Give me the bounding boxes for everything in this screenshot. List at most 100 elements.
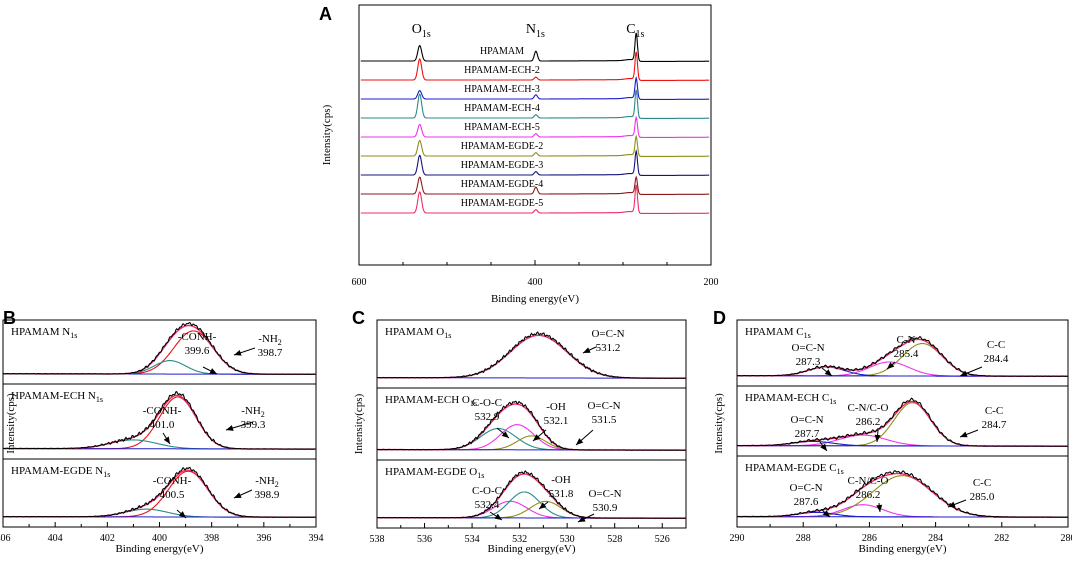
panel-c-sub1-annotation-2-label: O=C-N [587,400,620,412]
survey-line-hpamam-egde-2 [360,134,710,157]
panel-c-sub0-annotation-0-arrow-head [583,347,591,353]
panel-a-xtick-label-0: 600 [352,277,367,288]
panel-d-sub2-annotation-2-label: C-C [973,477,991,489]
panel-b-ylabel: Intensity(cps) [5,393,17,454]
panel-d-sub0-annotation-2-value: 284.4 [984,353,1009,365]
panel-a-ylabel: Intensity(cps) [321,104,333,165]
panel-b-sub1-annotation-0-arrow-head [163,436,170,444]
panel-b-sub0-component-1 [3,360,316,375]
panel-b-xlabel: Binding energy(eV) [115,543,203,555]
panel-b-sub2-component-1 [3,508,316,518]
panel-c-sub2-component-0 [377,500,686,519]
panel-d-ylabel: Intensity(cps) [713,393,725,454]
panel-b-sub1-annotation-1-label: -NH2 [241,405,265,419]
panel-d-sub1-annotation-1-label: C-N/C-O [848,402,889,414]
survey-peak-label-o: O1s [412,22,431,40]
panel-c-xtick-label-0: 538 [370,534,385,545]
panel-b-xtick-label-1: 404 [48,533,63,544]
panel-c-sub0-title: HPAMAM O1s [385,326,451,340]
survey-line-hpamam-ech-5 [360,115,710,138]
survey-label-8: HPAMAM-EGDE-5 [461,198,543,209]
panel-b-sub2-title: HPAMAM-EGDE N1s [11,465,110,479]
panel-b-xtick-label-2: 402 [100,533,115,544]
panel-d-sub0-annotation-0-label: O=C-N [791,342,824,354]
panel-c-sub1-annotation-2-value: 531.5 [592,414,617,426]
panel-d-sub1-annotation-0-label: O=C-N [790,414,823,426]
panel-c-xtick-label-1: 536 [417,534,432,545]
panel-b-sub0-annotation-1-value: 398.7 [258,347,283,359]
survey-line-hpamam-ech-3 [360,75,710,100]
panel-b-sub2-annotation-0-value: 400.5 [160,489,185,501]
panel-d-sub0-title: HPAMAM C1s [745,326,811,340]
survey-line-hpamam-egde-5 [360,184,710,214]
survey-label-0: HPAMAM [480,46,524,57]
panel-c-xtick-label-6: 526 [655,534,670,545]
panel-d-sub0-annotation-1-arrow-head [887,362,895,369]
panel-d-xlabel: Binding energy(eV) [858,543,946,555]
survey-label-7: HPAMAM-EGDE-4 [461,179,543,190]
survey-line-hpamam-ech-4 [360,89,710,119]
panel-d-sub0-annotation-0-value: 287.3 [796,356,821,368]
panel-c-sub0-annotation-0-label: O=C-N [591,328,624,340]
survey-peak-label-n: N1s [526,22,545,40]
panel-b-sub1-annotation-1-arrow-head [226,425,234,431]
panel-c-sub2-raw [377,470,686,519]
panel-d-sub2-component-0 [737,475,1068,518]
panel-d-sub2-annotation-1-arrow-head [876,504,883,512]
survey-label-6: HPAMAM-EGDE-3 [461,160,543,171]
panel-d-sub2-annotation-1-value: 286.2 [856,489,881,501]
panel-d-sub2-annotation-0-value: 287.6 [794,496,819,508]
panel-c-xtick-label-5: 528 [607,534,622,545]
panel-c-sub1-annotation-1-label: -OH [546,401,566,413]
panel-b-sub0-annotation-0-arrow-head [209,368,217,374]
panel-b-sub1-annotation-0-label: -CONH- [143,405,182,417]
panel-c-sub1-annotation-0-arrow-head [501,431,509,438]
panel-b-sub2-raw [3,466,317,518]
survey-label-3: HPAMAM-ECH-4 [464,103,540,114]
panel-b-sub1-raw [2,391,317,450]
panel-b-sub1-annotation-0-value: 401.0 [150,419,175,431]
panel-b-sub2-annotation-0-arrow-head [178,511,186,518]
panel-c-sub1-annotation-0-value: 532.9 [475,411,500,423]
panel-c-sub1-annotation-1-arrow-head [533,434,541,441]
panel-d-xtick-label-0: 290 [730,533,745,544]
survey-peak-label-c: C1s [626,22,644,40]
panel-letter-b: B [3,308,16,328]
panel-d-sub2-raw [736,470,1068,518]
panel-c-sub2-annotation-2-label: O=C-N [588,488,621,500]
panel-c-sub1-raw [376,400,686,451]
panel-b-xtick-label-4: 398 [204,533,219,544]
panel-d-sub2-annotation-0-label: O=C-N [789,482,822,494]
panel-b-sub0-annotation-0-label: -CONH- [178,331,217,343]
panel-a-xtick-label-2: 200 [704,277,719,288]
panel-letter-c: C [352,308,365,328]
panel-c-sub2-envelope [377,473,686,519]
panel-d-sub1-raw [736,397,1068,447]
panel-d-sub0-annotation-2-arrow-head [960,370,968,377]
panel-d-sub2-annotation-0-arrow-head [822,510,830,517]
panel-d-xtick-label-5: 280 [1061,533,1072,544]
survey-line-hpamam-egde-3 [360,149,710,176]
panel-c-sub0-annotation-0-value: 531.2 [596,342,621,354]
panel-d-sub1-annotation-1-arrow-head [874,434,881,442]
panel-c-sub1-annotation-0-label: C-O-C [472,397,502,409]
panel-d-xtick-label-3: 284 [928,533,943,544]
panel-b-sub2-annotation-0-label: -CONH- [153,475,192,487]
panel-d-sub1-annotation-2-label: C-C [985,405,1003,417]
panel-d-sub0-annotation-1-label: C-N [897,334,916,346]
panel-b-sub2-annotation-1-arrow-head [234,492,242,498]
panel-b-sub0-annotation-1-label: -NH2 [258,333,282,347]
panel-b-xtick-label-6: 394 [309,533,324,544]
panel-d-sub2-envelope [737,472,1068,518]
panel-c-sub2-annotation-1-label: -OH [551,474,571,486]
panel-b-sub1-title: HPAMAM-ECH N1s [11,390,103,404]
panel-d-xtick-label-1: 288 [796,533,811,544]
panel-d-sub0-component-1 [736,361,1069,377]
panel-c-xtick-label-3: 532 [512,534,527,545]
panel-d-sub1-title: HPAMAM-ECH C1s [745,392,836,406]
panel-c-sub2-annotation-0-label: C-O-C [472,485,502,497]
panel-d-sub1-annotation-2-value: 284.7 [982,419,1007,431]
panel-d-sub0-annotation-1-value: 285.4 [894,348,919,360]
panel-c-sub2-annotation-0-value: 532.4 [475,499,500,511]
